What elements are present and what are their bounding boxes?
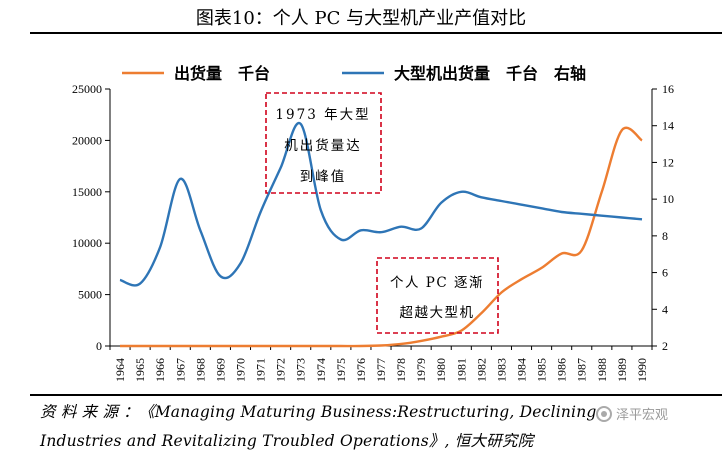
x-tick-label: 1977 xyxy=(374,358,388,382)
legend-label: 出货量 千台 xyxy=(174,64,270,83)
annotation-text: 到峰值 xyxy=(300,169,347,185)
y-right-tick-label: 4 xyxy=(662,302,668,316)
y-left-tick-label: 5000 xyxy=(78,288,102,302)
x-tick-label: 1966 xyxy=(153,358,167,382)
y-left-tick-label: 0 xyxy=(96,339,102,353)
x-tick-label: 1989 xyxy=(615,358,629,382)
y-right-tick-label: 10 xyxy=(662,192,674,206)
y-right-tick-label: 8 xyxy=(662,229,668,243)
top-rule xyxy=(30,32,722,34)
bottom-rule xyxy=(30,394,722,396)
annotation-box xyxy=(376,257,499,334)
x-tick-label: 1970 xyxy=(233,358,247,382)
x-tick-label: 1983 xyxy=(494,358,508,382)
legend-label: 大型机出货量 千台 右轴 xyxy=(394,64,586,83)
chart-axes xyxy=(109,89,653,347)
x-tick-label: 1974 xyxy=(314,358,328,382)
y-left-tick-label: 25000 xyxy=(72,82,102,96)
figure-title: 图表10：个人 PC 与大型机产业产值对比 xyxy=(195,8,527,29)
watermark-label: 泽平宏观 xyxy=(616,408,669,423)
x-tick-label: 1972 xyxy=(274,358,288,382)
annotation-box xyxy=(265,92,382,194)
y-right-tick-label: 16 xyxy=(662,82,674,96)
annotation-text: 个人 PC 逐渐 xyxy=(390,275,484,291)
x-tick-label: 1978 xyxy=(394,358,408,382)
x-tick-label: 1988 xyxy=(595,358,609,382)
x-tick-label: 1965 xyxy=(133,358,147,382)
pc-shipments-line xyxy=(120,126,643,348)
x-tick-label: 1981 xyxy=(454,358,468,382)
annotation-text: 机出货量达 xyxy=(284,137,362,154)
x-tick-label: 1975 xyxy=(334,358,348,382)
x-tick-label: 1982 xyxy=(474,358,488,382)
source-note-line-2: Industries and Revitalizing Troubled Ope… xyxy=(40,432,534,450)
mainframe-shipments-line xyxy=(119,121,643,287)
x-tick-label: 1979 xyxy=(414,358,428,382)
annotation-text: 1973 年大型 xyxy=(275,107,370,123)
x-tick-label: 1964 xyxy=(113,358,127,382)
x-tick-label: 1985 xyxy=(535,358,549,382)
chart-legend: 出货量 千台 大型机出货量 千台 右轴 xyxy=(122,64,586,83)
x-tick-label: 1969 xyxy=(213,358,227,382)
x-tick-label: 1968 xyxy=(193,358,207,382)
x-tick-label: 1967 xyxy=(173,358,187,382)
wechat-icon xyxy=(596,405,612,422)
y-left-tick-label: 10000 xyxy=(72,236,102,250)
x-tick-label: 1973 xyxy=(294,358,308,382)
x-tick-label: 1987 xyxy=(575,358,589,382)
annotation-text: 超越大型机 xyxy=(400,305,475,321)
chart-series xyxy=(119,121,643,348)
y-right-tick-label: 12 xyxy=(662,155,674,169)
x-tick-label: 1986 xyxy=(555,358,569,382)
y-right-tick-label: 2 xyxy=(662,339,668,353)
line-chart: 0 5000 10000 15000 20000 25000 2 4 6 8 10 12 14 16 196… xyxy=(72,64,674,382)
x-tick-label: 1984 xyxy=(515,358,529,382)
x-tick-label: 1971 xyxy=(254,358,268,382)
x-tick-label: 1976 xyxy=(354,358,368,382)
x-tick-label: 1990 xyxy=(635,358,649,382)
y-right-tick-label: 14 xyxy=(662,119,674,133)
y-left-tick-label: 20000 xyxy=(72,133,102,147)
y-right-tick-label: 6 xyxy=(662,266,668,280)
x-tick-label: 1980 xyxy=(434,358,448,382)
watermark: 泽平宏观 xyxy=(596,404,668,423)
axis-ticks: 0 5000 10000 15000 20000 25000 2 4 6 8 10 12 14 16 196… xyxy=(72,82,674,382)
source-note-line-1: 资 料 来 源 ：《Managing Maturing Business:Res… xyxy=(40,403,597,421)
y-left-tick-label: 15000 xyxy=(72,185,102,199)
